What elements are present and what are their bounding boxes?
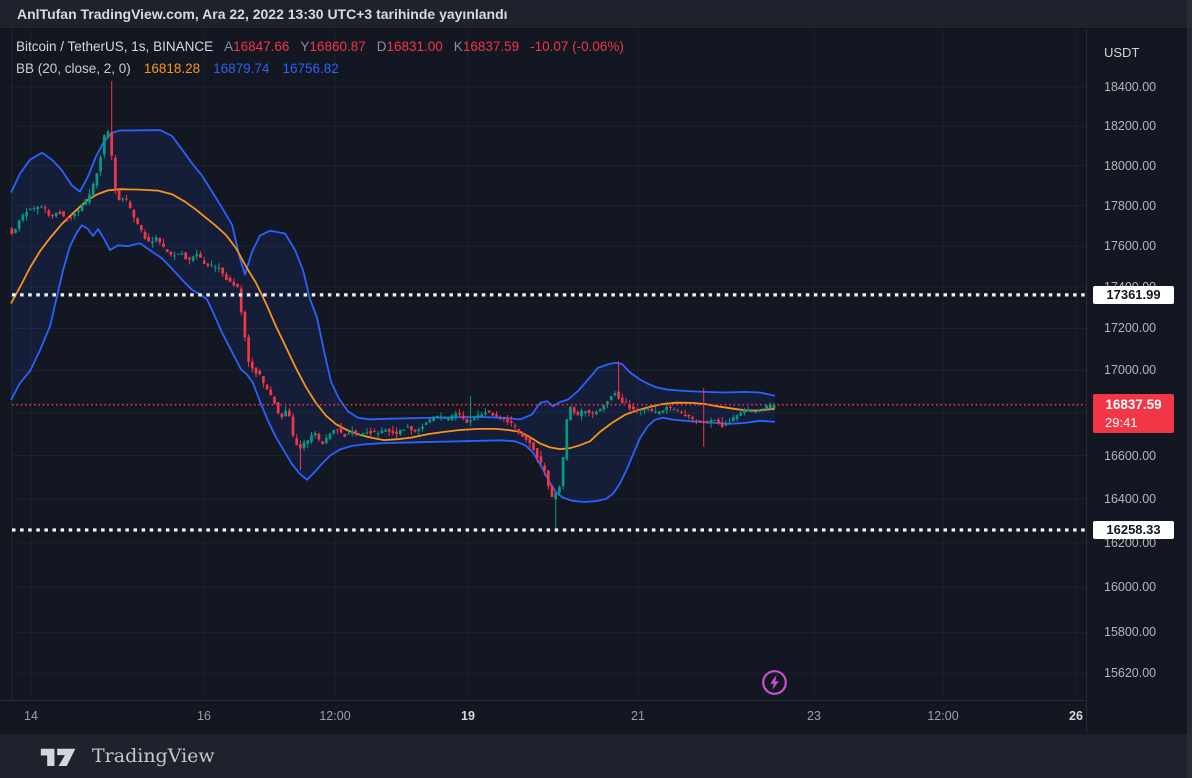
tradingview-brand-text[interactable]: TradingView xyxy=(92,745,215,767)
publish-info-text: AnlTufan TradingView.com, Ara 22, 2022 1… xyxy=(17,6,508,22)
price-tick-label: 17600.00 xyxy=(1104,239,1157,254)
ohlc-letter: A xyxy=(224,39,234,54)
current-price-label: 16837.59 29:41 xyxy=(1093,393,1174,433)
flash-event-icon[interactable] xyxy=(761,669,788,696)
time-tick-label: 26 xyxy=(1069,709,1083,723)
price-tick-label: 16200.00 xyxy=(1104,535,1157,550)
alert-price-label: 16258.33 xyxy=(1093,521,1174,539)
price-tick-label: 18200.00 xyxy=(1104,119,1157,134)
axis-currency-label: USDT xyxy=(1104,45,1140,60)
change-value: -10.07 (-0.06%) xyxy=(530,39,624,54)
time-tick-label: 12:00 xyxy=(319,709,351,723)
bb-basis-line xyxy=(10,188,776,450)
ohlc-values: A16847.66 Y16860.87 D16831.00 K16837.59 xyxy=(213,39,519,54)
price-tick-label: 16600.00 xyxy=(1104,448,1157,463)
indicator-value: 16879.74 xyxy=(213,61,270,76)
price-tick-label: 17000.00 xyxy=(1104,363,1157,378)
indicator-values: 16818.28 16879.74 16756.82 xyxy=(131,61,339,76)
price-label-value: 16837.59 xyxy=(1105,396,1162,412)
time-tick-label: 19 xyxy=(461,709,475,723)
chart-area[interactable]: Bitcoin / TetherUS, 1s, BINANCE A16847.66… xyxy=(0,29,1086,700)
time-axis[interactable]: 14 16 12:00 19 21 23 12:00 26 xyxy=(0,700,1086,733)
alert-price-label: 17361.99 xyxy=(1093,285,1174,304)
scrollbar-track[interactable] xyxy=(1187,0,1192,778)
ohlc-value: 16837.59 xyxy=(462,39,520,54)
ohlc-letter: D xyxy=(376,39,387,54)
ohlc-value: 16847.66 xyxy=(233,39,290,54)
price-tick-label: 15620.00 xyxy=(1104,666,1157,681)
event-circle xyxy=(761,669,787,695)
symbol-legend-row[interactable]: Bitcoin / TetherUS, 1s, BINANCE A16847.66… xyxy=(16,36,624,58)
time-tick-label: 14 xyxy=(24,709,38,723)
bar-countdown: 29:41 xyxy=(1105,414,1138,430)
publish-header: AnlTufan TradingView.com, Ara 22, 2022 1… xyxy=(0,0,1192,29)
price-tick-label: 18400.00 xyxy=(1104,80,1157,94)
lightning-bolt-icon xyxy=(769,674,779,690)
time-tick-label: 16 xyxy=(197,709,211,723)
footer-bar: TradingView xyxy=(0,733,1192,778)
ohlc-value: 16831.00 xyxy=(386,39,443,54)
price-axis[interactable]: USDT 18400.00 18200.00 18000.00 17800.00 176… xyxy=(1086,29,1192,733)
chart-legend: Bitcoin / TetherUS, 1s, BINANCE A16847.66… xyxy=(16,36,624,80)
bb-lower-band-line xyxy=(10,224,776,503)
ohlc-letter: Y xyxy=(300,39,310,54)
price-tick-label: 17200.00 xyxy=(1104,321,1157,336)
time-tick-label: 21 xyxy=(631,709,645,723)
chart-canvas[interactable] xyxy=(0,29,1086,700)
indicator-title[interactable]: BB (20, close, 2, 0) xyxy=(16,61,131,76)
ohlc-value: 16860.87 xyxy=(309,39,366,54)
ohlc-letter: K xyxy=(453,39,463,54)
indicator-legend-row[interactable]: BB (20, close, 2, 0) 16818.28 16879.74 1675… xyxy=(16,58,624,80)
price-tick-label: 18000.00 xyxy=(1104,158,1157,173)
indicator-value: 16818.28 xyxy=(143,61,201,76)
price-tick-label: 16400.00 xyxy=(1104,491,1157,506)
price-tick-label: 15800.00 xyxy=(1104,625,1157,640)
price-tick-label: 16000.00 xyxy=(1104,580,1157,595)
indicator-value: 16756.82 xyxy=(282,61,339,76)
time-tick-label: 23 xyxy=(807,709,821,723)
bb-fill-area xyxy=(11,130,775,502)
symbol-title[interactable]: Bitcoin / TetherUS, 1s, BINANCE xyxy=(16,39,214,54)
tradingview-logo-icon[interactable] xyxy=(39,743,79,769)
time-tick-label: 12:00 xyxy=(927,709,959,723)
price-tick-label: 17800.00 xyxy=(1104,198,1157,213)
